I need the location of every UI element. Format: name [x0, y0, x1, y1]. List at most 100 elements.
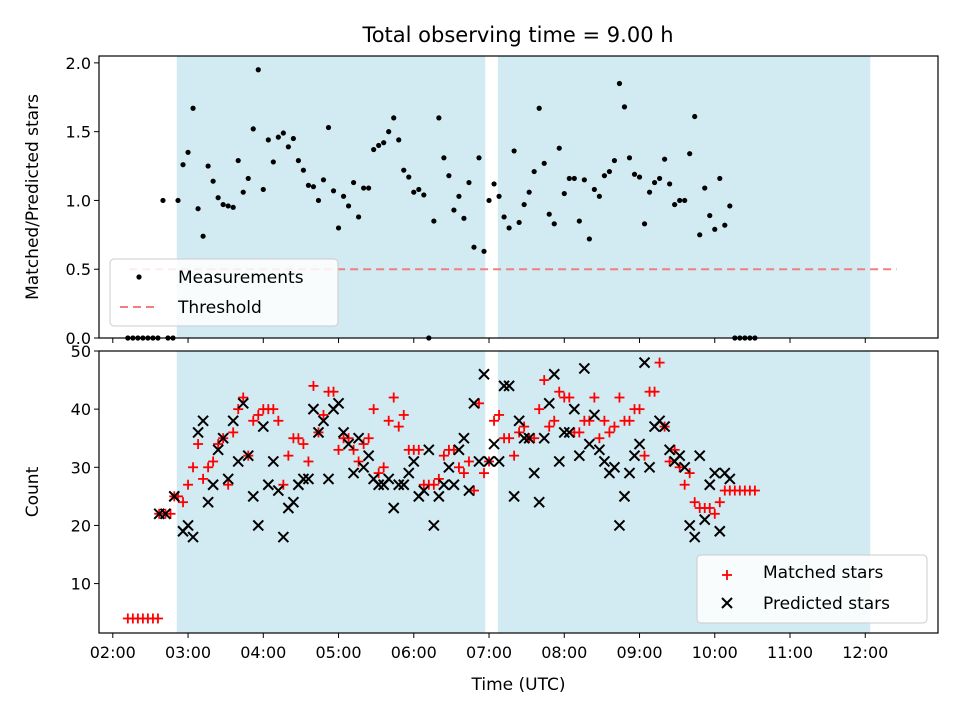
measurement-point-115: [702, 185, 708, 191]
legend-predicted-stroke-b: [721, 597, 733, 609]
top-shaded-interval-1: [497, 56, 871, 338]
predicted-star-stroke-b: [337, 426, 350, 439]
predicted-star-point-14: [232, 455, 244, 468]
predicted-star-point-109: [709, 467, 721, 479]
predicted-star-point-39: [357, 461, 370, 473]
predicted-star-stroke-b: [493, 455, 505, 468]
predicted-star-stroke-b: [518, 432, 530, 444]
predicted-star-point-46: [393, 479, 405, 491]
bottom-y-axis-label: Count: [23, 466, 43, 517]
measurement-point-61: [431, 218, 437, 224]
legend-predicted-label: Predicted stars: [763, 594, 890, 614]
xtick-label: 05:00: [315, 643, 361, 662]
predicted-star-point-18: [252, 519, 264, 532]
predicted-star-stroke-b: [388, 502, 400, 514]
predicted-star-stroke-b: [563, 426, 575, 439]
predicted-star-stroke-b: [694, 449, 706, 462]
predicted-star-stroke-b: [197, 415, 209, 427]
measurement-point-19: [220, 201, 226, 208]
predicted-star-point-79: [558, 426, 570, 439]
measurement-point-22: [235, 157, 241, 164]
bottom-panel: 10 20 30 40 50 02:00 03:00 04:00 05:00 06:00 07:00…: [23, 342, 939, 695]
top-axes-frame: [98, 55, 939, 339]
predicted-star-point-7: [197, 415, 209, 427]
predicted-star-point-69: [508, 490, 520, 503]
predicted-star-point-34: [332, 397, 345, 410]
predicted-star-point-38: [352, 432, 365, 444]
predicted-star-point-112: [724, 473, 736, 485]
legend-threshold-label: Threshold: [177, 298, 262, 318]
top-ytick-label: 0.0: [66, 329, 91, 348]
predicted-star-stroke-b: [307, 403, 320, 415]
measurement-point-94: [596, 193, 602, 199]
measurement-point-47: [361, 185, 367, 191]
top-ytick-label: 0.5: [66, 260, 91, 279]
predicted-star-point-35: [337, 426, 350, 439]
bottom-ytick-label: 30: [71, 458, 91, 477]
predicted-star-stroke-b: [212, 444, 224, 456]
predicted-star-stroke-b: [678, 461, 691, 473]
predicted-star-stroke-b: [714, 525, 726, 537]
predicted-star-stroke-b: [724, 473, 736, 485]
measurement-point-29: [270, 159, 276, 165]
matched-star-point-22: [228, 427, 239, 438]
predicted-star-stroke-b: [222, 473, 234, 485]
xtick-label: 04:00: [240, 643, 286, 662]
matched-star-point-67: [453, 462, 464, 473]
figure-title: Total observing time = 9.00 h: [361, 23, 673, 47]
predicted-star-stroke-b: [548, 368, 560, 380]
predicted-star-point-54: [433, 490, 445, 503]
predicted-star-stroke-b: [192, 426, 204, 439]
matched-star-point-46: [348, 444, 359, 455]
predicted-star-stroke-b: [257, 420, 269, 433]
predicted-star-stroke-b: [623, 467, 636, 479]
predicted-star-stroke-b: [653, 415, 666, 427]
top-ytick-label: 1.5: [66, 123, 91, 142]
matched-star-point-103: [634, 404, 645, 415]
predicted-star-point-73: [528, 467, 540, 479]
predicted-star-stroke-b: [503, 380, 515, 392]
predicted-star-stroke-b: [347, 467, 360, 479]
legend-matched-label: Matched stars: [763, 563, 883, 583]
measurement-point-104: [646, 189, 653, 195]
predicted-star-point-108: [704, 479, 716, 491]
measurement-point-63: [441, 155, 447, 161]
predicted-star-stroke-b: [508, 490, 520, 503]
predicted-star-point-83: [578, 362, 591, 375]
top-legend: Measurements Threshold: [109, 258, 339, 327]
predicted-star-stroke-b: [453, 444, 465, 456]
matched-star-point-117: [704, 502, 715, 513]
measurement-point-91: [581, 177, 587, 183]
predicted-star-point-53: [428, 519, 440, 532]
predicted-star-stroke-b: [367, 473, 380, 485]
predicted-star-stroke-b: [382, 473, 395, 485]
predicted-star-stroke-b: [352, 432, 365, 444]
measurement-point-67: [461, 215, 467, 221]
predicted-star-point-72: [523, 432, 535, 444]
top-y-axis-label: Matched/Predicted stars: [23, 94, 43, 300]
measurement-point-66: [456, 193, 462, 199]
predicted-star-point-30: [312, 426, 325, 439]
predicted-star-point-106: [694, 449, 706, 462]
measurement-point-52: [386, 129, 392, 135]
predicted-star-stroke-b: [618, 490, 631, 503]
measurement-point-86: [556, 145, 562, 151]
matched-star-point-107: [654, 357, 665, 368]
bottom-legend-box: [696, 554, 928, 624]
predicted-star-stroke-b: [704, 479, 716, 491]
predicted-star-stroke-b: [187, 531, 199, 543]
predicted-star-stroke-b: [332, 397, 345, 410]
measurement-point-57: [411, 189, 417, 195]
predicted-star-point-11: [217, 432, 229, 444]
predicted-star-point-74: [533, 496, 545, 508]
predicted-star-point-47: [398, 479, 410, 491]
measurement-point-93: [591, 186, 597, 193]
measurement-point-41: [330, 188, 337, 194]
predicted-star-stroke-b: [558, 426, 570, 439]
predicted-star-stroke-b: [458, 432, 470, 444]
top-ytick-label: 1.0: [66, 191, 91, 210]
top-panel: 0.0 0.5 1.0 1.5 2.0 Matched/Predicted stars Me…: [23, 54, 939, 348]
measurement-point-31: [280, 130, 286, 136]
predicted-star-stroke-b: [498, 380, 510, 392]
